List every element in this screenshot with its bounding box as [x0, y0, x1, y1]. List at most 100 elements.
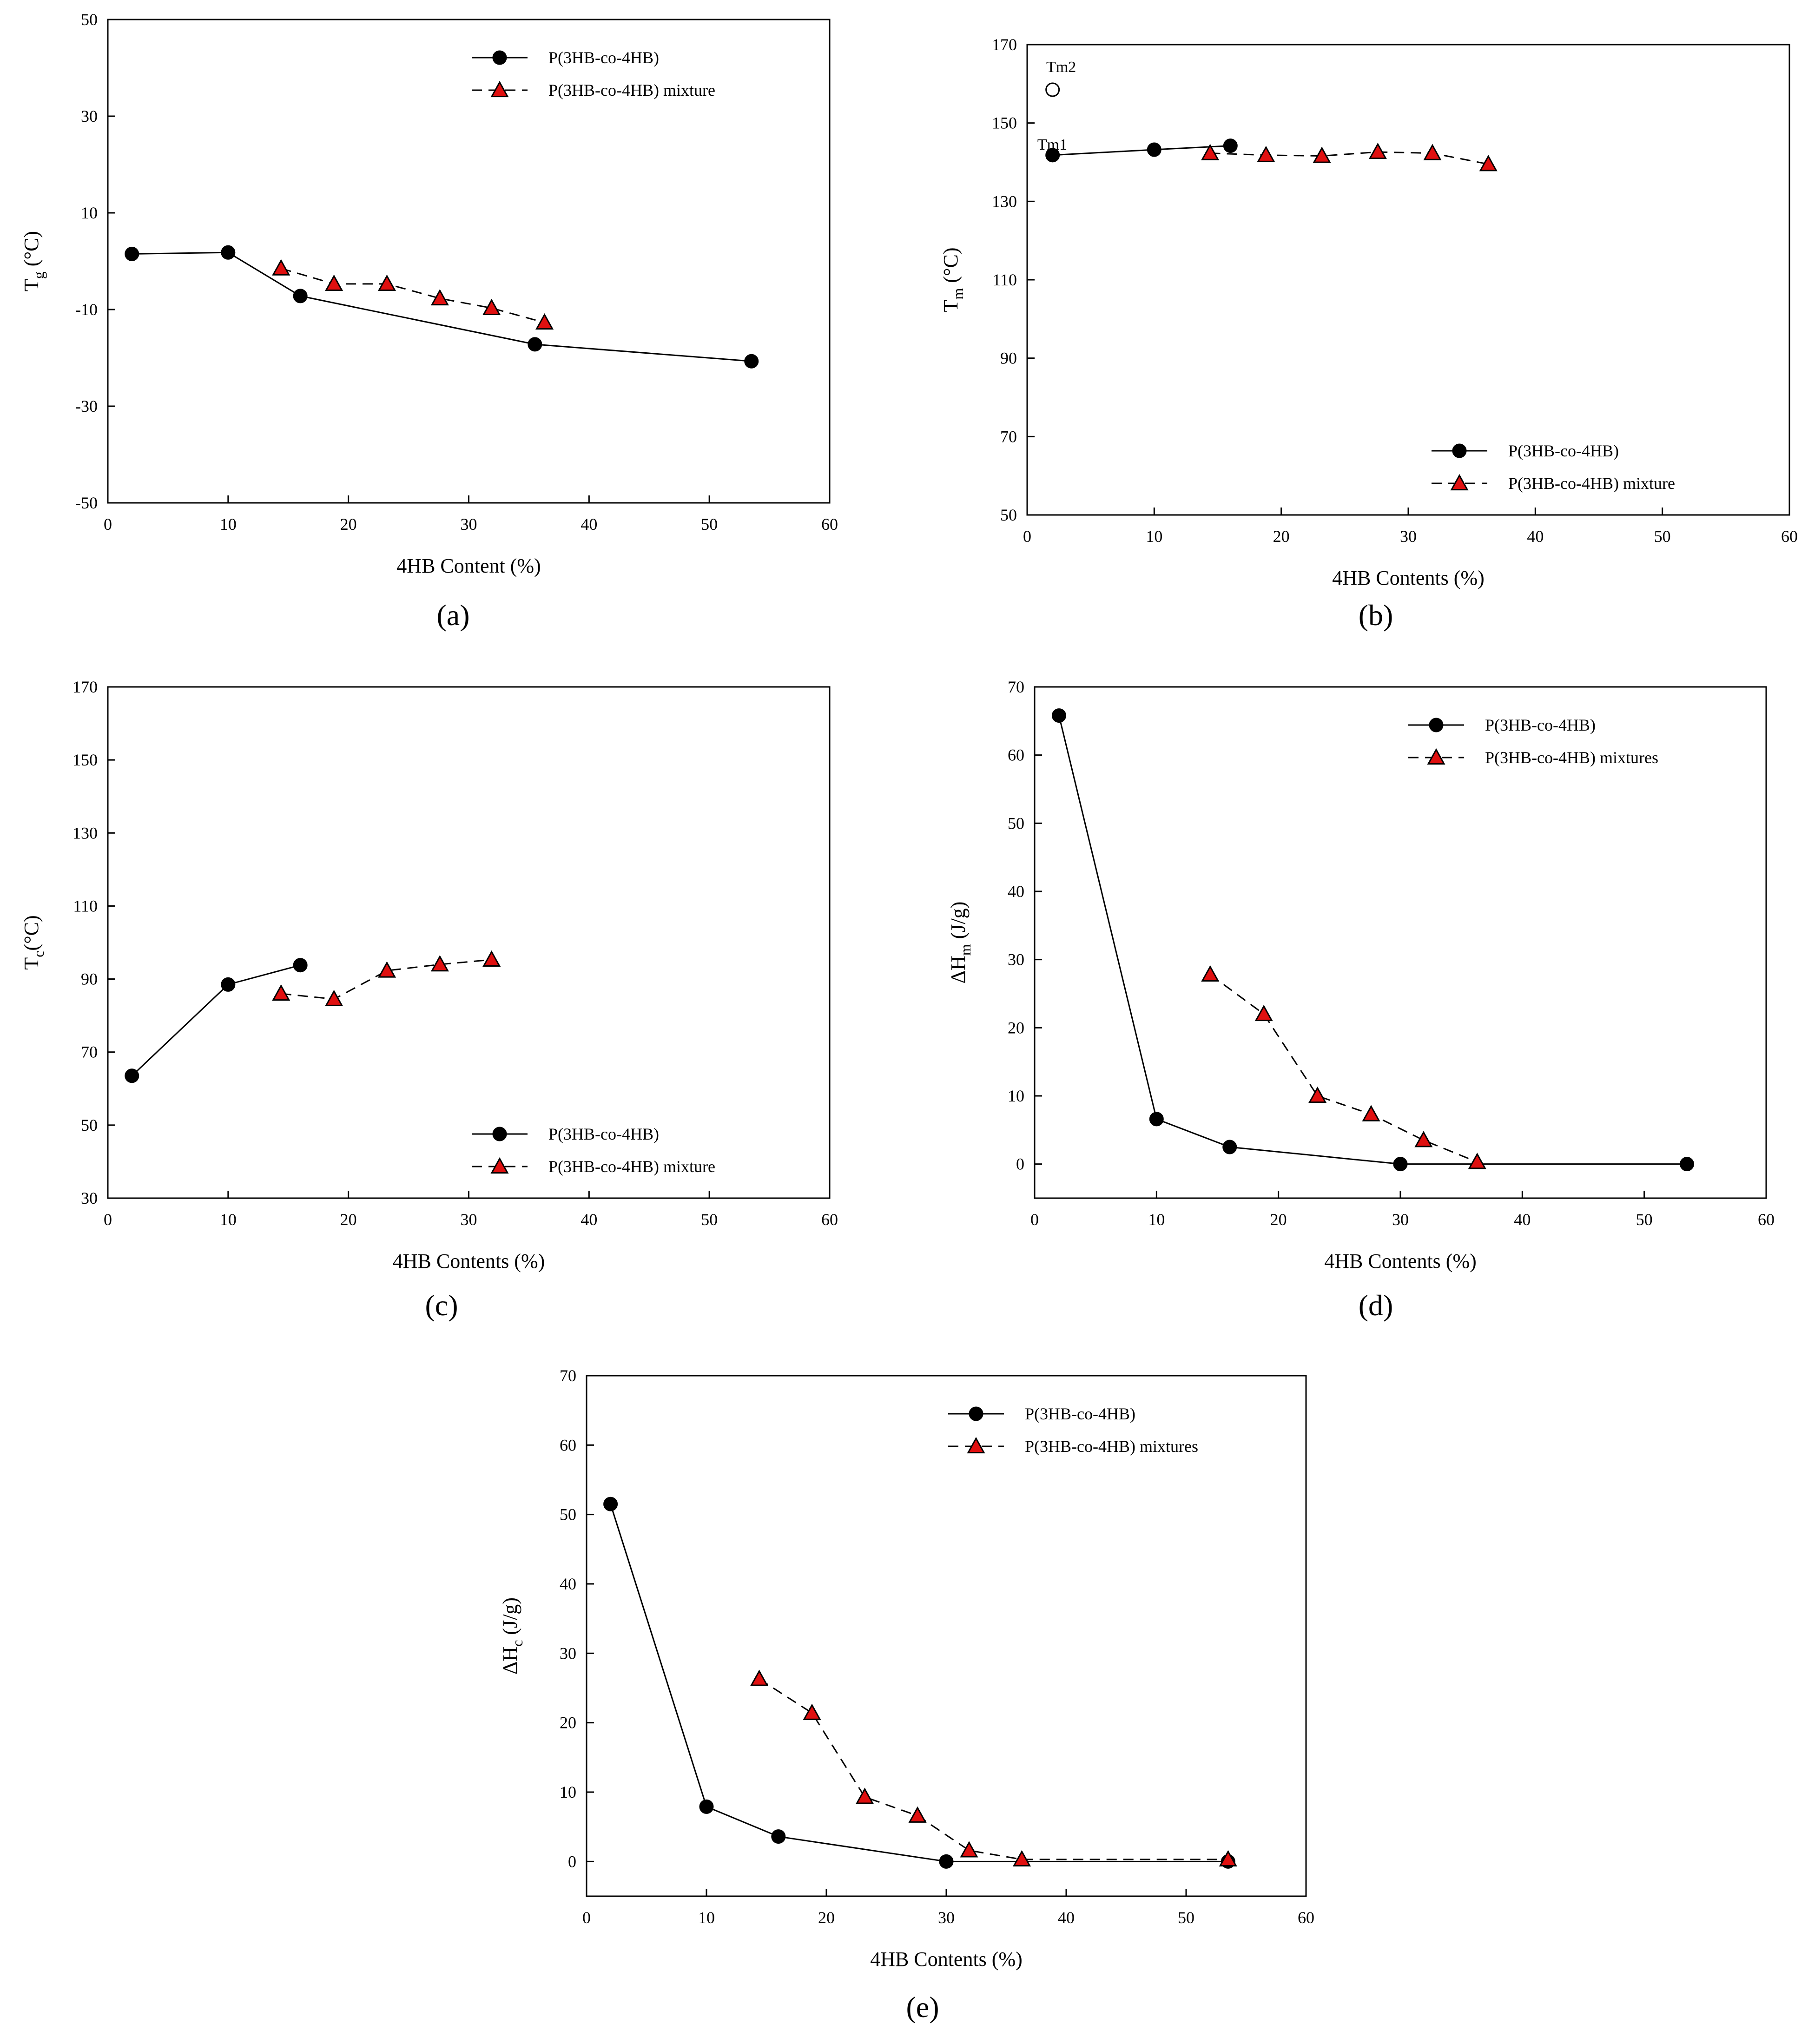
series-1-point	[221, 245, 236, 260]
y-tick-label: 40	[1008, 882, 1024, 901]
y-tick-label: 90	[81, 970, 98, 989]
y-axis-title-subscript: c	[30, 951, 47, 957]
legend-marker-circle	[492, 50, 507, 65]
y-tick-label: 10	[1008, 1087, 1024, 1105]
legend-label: P(3HB-co-4HB) mixture	[548, 1157, 715, 1176]
series-2-point	[325, 989, 343, 1006]
x-tick-label: 20	[340, 515, 357, 534]
y-tick-label: 90	[1000, 349, 1017, 368]
x-tick-label: 10	[1146, 527, 1162, 546]
x-tick-label: 30	[938, 1908, 955, 1927]
annotation-text: Tm2	[1046, 59, 1076, 76]
series-1-point	[1222, 1140, 1237, 1154]
y-tick-label: -50	[75, 494, 98, 512]
series-2-point	[1201, 144, 1220, 160]
y-tick-label: 0	[568, 1852, 576, 1871]
series-1-point	[293, 958, 308, 973]
chart-e: 0 10 20 30 40 50 60 0 10 20 30 40 50 60 70 4HB Contents…	[499, 1366, 1314, 2024]
series-2-point	[1313, 146, 1331, 163]
legend: P(3HB-co-4HB) P(3HB-co-4HB) mixture	[472, 48, 715, 99]
series-2-point	[1254, 1004, 1273, 1022]
legend: P(3HB-co-4HB) P(3HB-co-4HB) mixture	[472, 1125, 715, 1176]
legend-marker-triangle	[490, 80, 509, 98]
series-1-point	[1223, 138, 1238, 153]
legend-label: P(3HB-co-4HB)	[548, 48, 659, 67]
x-tick-label: 50	[1636, 1210, 1653, 1229]
series-line-2	[281, 959, 492, 1000]
panel-label: (d)	[1359, 1289, 1393, 1322]
series-1-point	[528, 337, 542, 352]
y-axis-title: Tm (°C)	[939, 247, 966, 312]
x-tick-label: 50	[1654, 527, 1671, 546]
series-1-point	[1147, 142, 1161, 157]
series-1-point	[125, 1068, 139, 1083]
legend: P(3HB-co-4HB) P(3HB-co-4HB) mixtures	[948, 1404, 1198, 1456]
y-axis-title-unit: (°C)	[939, 247, 962, 288]
series-1-point	[1679, 1157, 1694, 1172]
y-tick-label: 30	[1008, 950, 1024, 969]
y-tick-label: 40	[560, 1575, 576, 1593]
series-2-point	[1201, 965, 1220, 982]
chart-a: 0 10 20 30 40 50 60 -50 -30 -10 10 30 50 4HB Content …	[20, 10, 838, 632]
series-2-point	[856, 1787, 874, 1804]
y-tick-label: 130	[992, 192, 1017, 211]
x-axis-title: 4HB Contents (%)	[870, 1948, 1023, 1971]
series-2-point	[1468, 1153, 1486, 1169]
legend-marker-triangle	[490, 1157, 509, 1174]
panel-label: (a)	[436, 599, 469, 632]
y-tick-label: 50	[81, 10, 98, 29]
series-2-point	[377, 274, 396, 291]
y-tick-label: 70	[1008, 678, 1024, 696]
x-tick-label: 30	[1392, 1210, 1409, 1229]
panel-label: (b)	[1359, 599, 1393, 632]
y-tick-label: 30	[560, 1644, 576, 1662]
legend-marker-circle	[1452, 443, 1467, 458]
x-tick-label: 10	[698, 1908, 715, 1927]
annotation-text: Tm1	[1037, 136, 1067, 153]
series-1-point	[221, 977, 236, 992]
y-tick-label: 10	[81, 204, 98, 222]
y-tick-label: 50	[560, 1505, 576, 1524]
x-tick-label: 30	[1400, 527, 1417, 546]
panel-label: (e)	[906, 1991, 939, 2024]
y-axis-title-subscript: g	[30, 271, 47, 279]
series-2-point	[1414, 1131, 1433, 1147]
legend-label: P(3HB-co-4HB)	[548, 1125, 659, 1143]
y-axis-title: Tc(°C)	[20, 915, 47, 969]
x-tick-label: 10	[1148, 1210, 1165, 1229]
x-tick-label: 60	[1781, 527, 1798, 546]
x-axis-title: 4HB Contents (%)	[1324, 1250, 1477, 1273]
x-tick-label: 0	[1030, 1210, 1039, 1229]
x-tick-label: 40	[581, 515, 597, 534]
y-axis-title-subscript: m	[950, 288, 966, 300]
series-2-point	[430, 955, 449, 972]
y-tick-label: 60	[1008, 746, 1024, 765]
x-tick-label: 20	[1270, 1210, 1287, 1229]
y-axis-title-unit: (°C)	[20, 231, 43, 271]
panel-label: (c)	[425, 1289, 458, 1322]
series-2-point	[1012, 1850, 1031, 1866]
series-2-point	[377, 961, 396, 978]
legend-label: P(3HB-co-4HB)	[1508, 442, 1619, 460]
y-axis-title-unit: (J/g)	[499, 1597, 521, 1640]
series-2-point	[482, 298, 501, 315]
x-tick-label: 50	[701, 1210, 718, 1229]
series-2-point	[272, 259, 290, 276]
legend: P(3HB-co-4HB) P(3HB-co-4HB) mixture	[1432, 442, 1675, 493]
y-tick-label: -30	[75, 397, 98, 415]
series-1-point	[293, 289, 308, 303]
x-axis-title: 4HB Contents (%)	[1332, 567, 1485, 589]
series-1-point	[939, 1854, 954, 1869]
series-line-2	[1210, 151, 1489, 165]
series-2-point	[960, 1841, 978, 1858]
y-tick-label: 170	[73, 678, 98, 696]
y-axis-title-subscript: c	[509, 1640, 526, 1647]
series-1-point	[1149, 1112, 1164, 1127]
chart-b: 0 10 20 30 40 50 60 50 70 90 110 130 150 170 4HB Conte…	[939, 35, 1798, 632]
y-tick-label: 0	[1016, 1155, 1024, 1174]
series-1-point	[771, 1829, 786, 1844]
series-2-point	[272, 984, 290, 1001]
legend-marker-circle	[1429, 718, 1444, 732]
y-axis-title: Tg (°C)	[20, 231, 47, 291]
series-2-point	[535, 313, 554, 330]
